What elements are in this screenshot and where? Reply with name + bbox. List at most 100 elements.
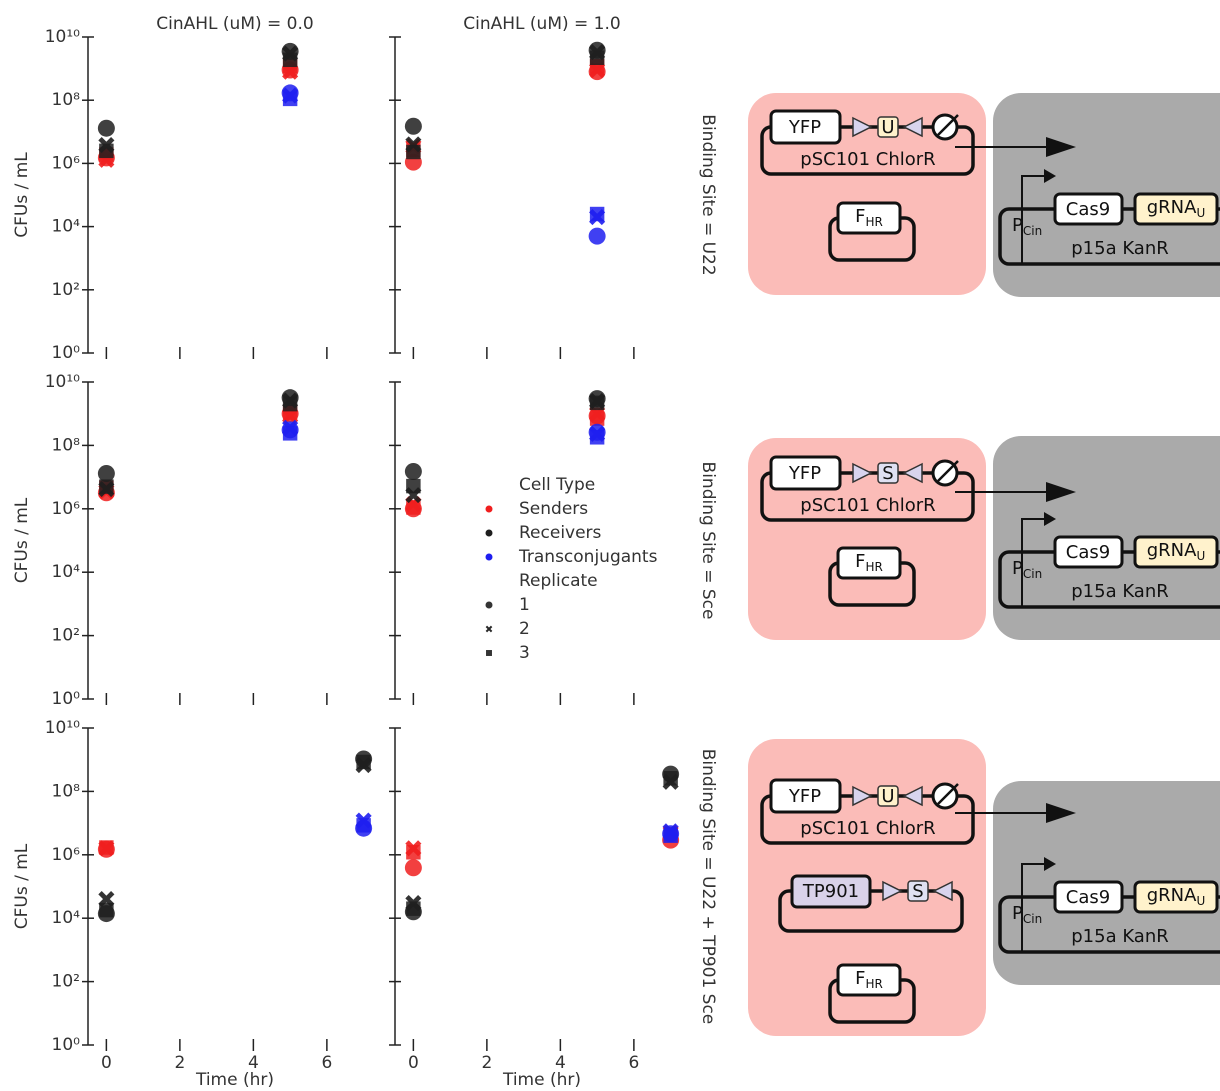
- legend-marker: [486, 506, 493, 513]
- data-point: [283, 53, 297, 67]
- data-point: [99, 840, 113, 854]
- data-point: [590, 396, 604, 410]
- y-tick-label: 10⁸: [52, 435, 81, 455]
- data-point: [406, 901, 420, 915]
- data-point: [99, 903, 113, 917]
- data-point: [589, 228, 606, 245]
- label-main: F: [855, 551, 865, 572]
- gene-label: TP901: [802, 881, 859, 902]
- y-axis-label: CFUs / mL: [12, 843, 32, 929]
- data-point: [590, 207, 604, 221]
- legend-marker: [486, 554, 493, 561]
- y-tick-label: 10⁸: [52, 90, 81, 110]
- y-tick-label: 10⁰: [52, 1035, 81, 1055]
- data-point: [405, 859, 422, 876]
- label-sub: Cin: [1023, 912, 1042, 926]
- backbone-label: p15a KanR: [1071, 581, 1169, 602]
- y-tick-label: 10⁴: [52, 908, 81, 928]
- y-tick-label: 10⁶: [52, 845, 81, 865]
- gene-label: Cas9: [1066, 542, 1110, 563]
- data-point: [663, 771, 677, 785]
- y-tick-label: 10²: [52, 280, 80, 300]
- backbone-label: p15a KanR: [1071, 926, 1169, 947]
- backbone-label: pSC101 ChlorR: [800, 818, 935, 839]
- label-main: F: [855, 968, 865, 989]
- label-sub: U: [1196, 206, 1205, 220]
- legend-label: 1: [519, 595, 530, 615]
- label-sub: HR: [865, 560, 882, 574]
- label-main: gRNA: [1147, 885, 1197, 906]
- data-point: [283, 92, 297, 106]
- data-point: [590, 430, 604, 444]
- label-sub: HR: [865, 215, 882, 229]
- legend-label: Receivers: [519, 523, 602, 543]
- data-point: [406, 845, 420, 859]
- data-point: [405, 118, 422, 135]
- x-tick-label: 0: [101, 1053, 112, 1073]
- chart-title: CinAHL (uM) = 1.0: [463, 14, 620, 34]
- x-axis-label: Time (hr): [502, 1070, 581, 1090]
- x-tick-label: 6: [628, 1053, 639, 1073]
- y-tick-label: 10⁰: [52, 689, 81, 709]
- data-point: [406, 479, 420, 493]
- data-point: [356, 818, 370, 832]
- y-axis-label: CFUs / mL: [12, 497, 32, 583]
- figure: 10⁰ 10² 10⁴ 10⁶ 10⁸ 10¹⁰ CinAHL (uM) = 0.0 CFUs…: [0, 0, 1220, 1091]
- gene-label: Cas9: [1066, 887, 1110, 908]
- row-label: Binding Site = U22: [698, 114, 718, 275]
- y-tick-label: 10⁶: [52, 153, 81, 173]
- gene-label: YFP: [788, 463, 821, 484]
- data-point: [98, 120, 115, 137]
- data-point: [663, 828, 677, 842]
- legend-marker: [486, 602, 493, 609]
- label-sub: U: [1196, 549, 1205, 563]
- x-tick-label: 2: [481, 1053, 492, 1073]
- site-label: S: [912, 881, 923, 902]
- x-axis-label: Time (hr): [195, 1070, 274, 1090]
- backbone-label: pSC101 ChlorR: [800, 149, 935, 170]
- data-point: [283, 397, 297, 411]
- label-sub: HR: [865, 977, 882, 991]
- legend-title: Replicate: [519, 571, 598, 591]
- legend-label: Transconjugants: [518, 547, 658, 567]
- label-sub: U: [1196, 894, 1205, 908]
- label-main: gRNA: [1147, 197, 1197, 218]
- gene-label: YFP: [788, 786, 821, 807]
- label-main: gRNA: [1147, 540, 1197, 561]
- data-point: [356, 755, 370, 769]
- site-label: U: [881, 117, 894, 138]
- legend-label: Senders: [519, 499, 588, 519]
- x-tick-label: 6: [321, 1053, 332, 1073]
- legend-marker: [486, 530, 493, 537]
- y-tick-label: 10⁶: [52, 499, 81, 519]
- backbone-label: p15a KanR: [1071, 238, 1169, 259]
- data-point: [283, 426, 297, 440]
- y-tick-label: 10⁸: [52, 781, 81, 801]
- legend-marker: [486, 626, 491, 631]
- y-tick-label: 10¹⁰: [45, 372, 80, 392]
- label-sub: Cin: [1023, 224, 1042, 238]
- data-point: [590, 51, 604, 65]
- label-main: P: [1012, 558, 1023, 579]
- legend-marker: [486, 650, 492, 656]
- data-point: [99, 144, 113, 158]
- data-point: [590, 411, 604, 425]
- row-label: Binding Site = U22 + TP901 Sce: [698, 749, 718, 1025]
- x-tick-label: 0: [408, 1053, 419, 1073]
- legend-label: 2: [519, 619, 530, 639]
- site-label: U: [881, 786, 894, 807]
- gene-label: Cas9: [1066, 199, 1110, 220]
- backbone-label: pSC101 ChlorR: [800, 495, 935, 516]
- y-tick-label: 10⁰: [52, 343, 81, 363]
- x-tick-label: 2: [174, 1053, 185, 1073]
- data-point: [99, 479, 113, 493]
- label-main: P: [1012, 215, 1023, 236]
- y-tick-label: 10²: [52, 626, 80, 646]
- legend-title: Cell Type: [519, 475, 595, 495]
- legend-label: 3: [519, 643, 530, 663]
- data-point: [405, 463, 422, 480]
- site-label: S: [882, 463, 893, 484]
- data-point: [406, 145, 420, 159]
- y-axis-label: CFUs / mL: [12, 152, 32, 238]
- chart-title: CinAHL (uM) = 0.0: [156, 14, 313, 34]
